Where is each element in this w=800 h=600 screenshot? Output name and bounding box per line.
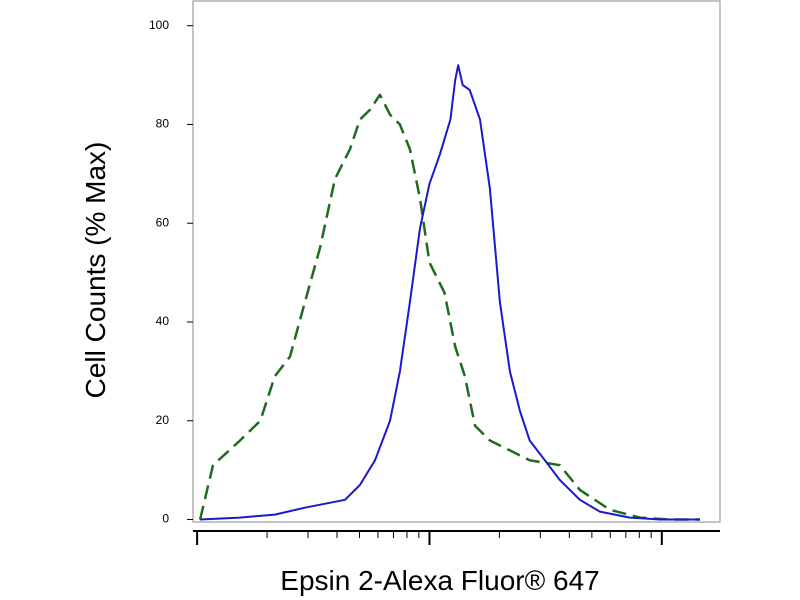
y-tick-label: 40 (156, 314, 170, 328)
x-axis-title: Epsin 2-Alexa Fluor® 647 (280, 565, 599, 596)
y-tick-label: 20 (156, 413, 170, 427)
y-tick-label: 60 (156, 215, 170, 229)
y-axis-title: Cell Counts (% Max) (80, 142, 111, 399)
y-tick-label: 0 (162, 512, 169, 526)
solid-histogram (200, 64, 700, 521)
y-tick-label: 80 (156, 117, 170, 131)
y-tick-label: 100 (149, 18, 169, 32)
dashed-histogram (198, 93, 700, 521)
plot-frame (192, 0, 721, 523)
